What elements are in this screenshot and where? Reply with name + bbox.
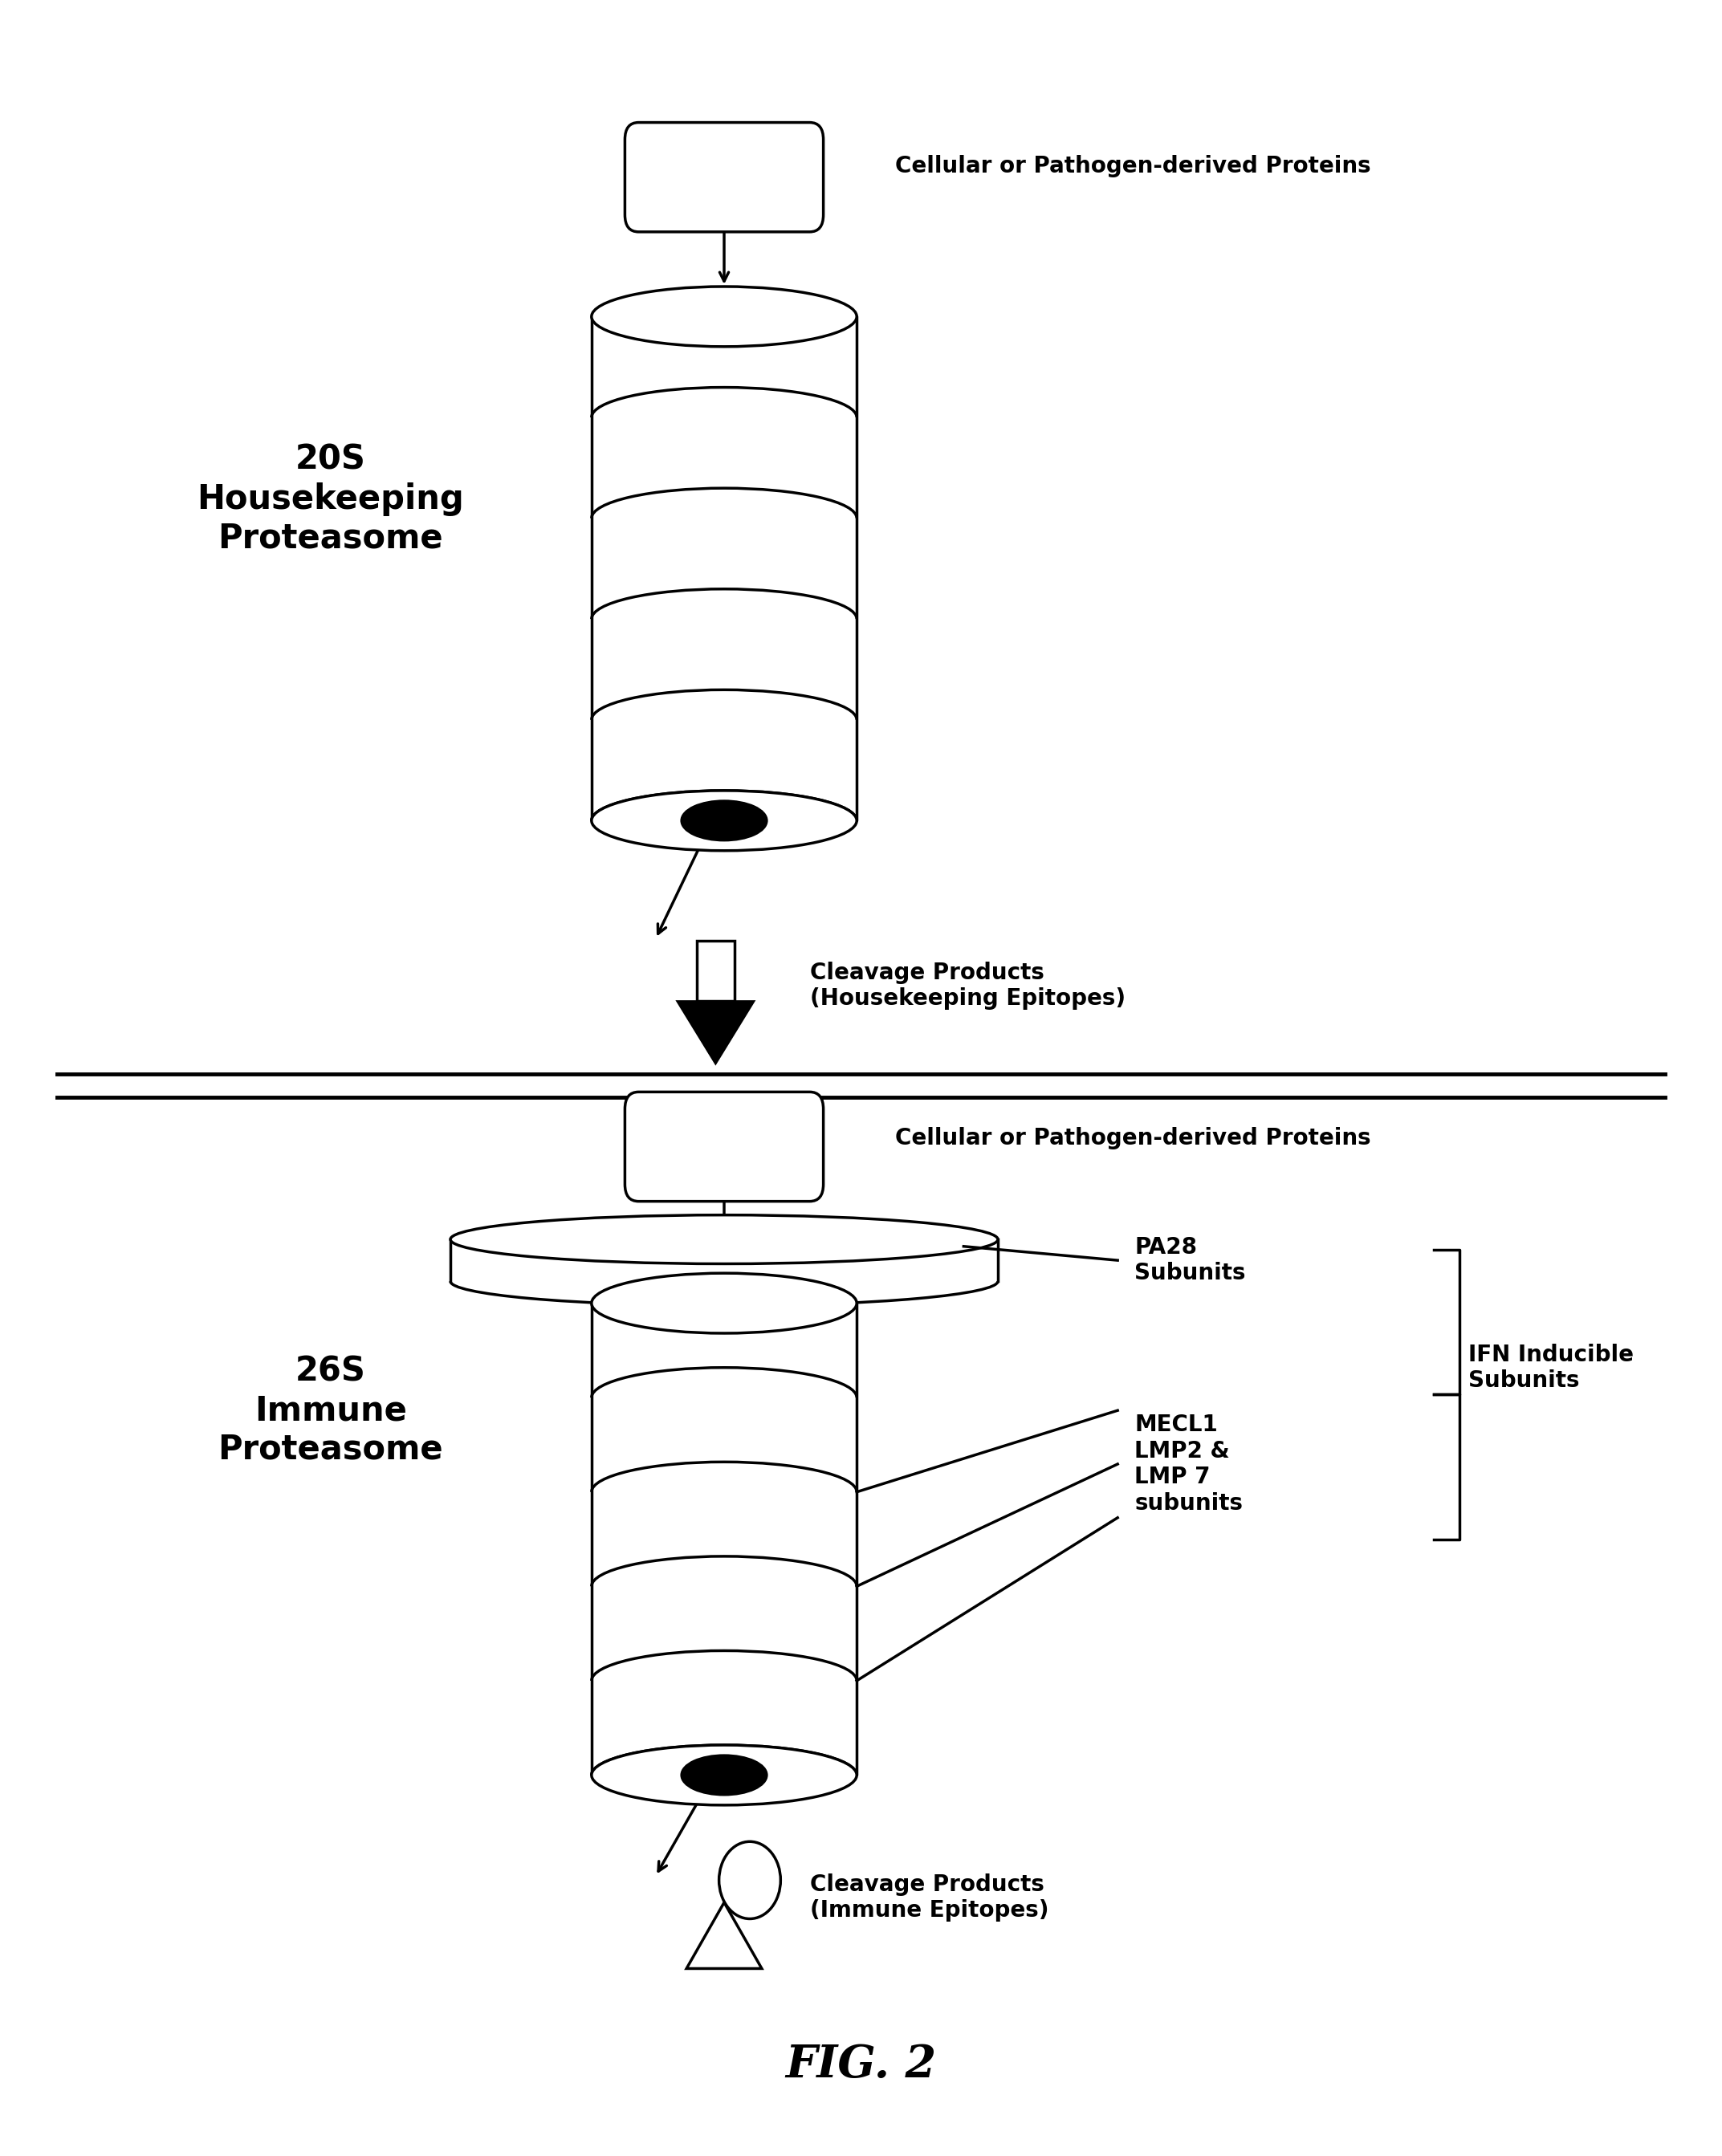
FancyBboxPatch shape — [625, 1091, 823, 1201]
FancyBboxPatch shape — [625, 123, 823, 233]
Ellipse shape — [592, 1744, 858, 1805]
Ellipse shape — [451, 1216, 997, 1263]
Ellipse shape — [592, 791, 858, 852]
Text: Cleavage Products
(Housekeeping Epitopes): Cleavage Products (Housekeeping Epitopes… — [809, 962, 1124, 1009]
Text: 26S
Immune
Proteasome: 26S Immune Proteasome — [219, 1354, 443, 1466]
Text: 20S
Housekeeping
Proteasome: 20S Housekeeping Proteasome — [196, 442, 465, 554]
Text: FIG. 2: FIG. 2 — [785, 2042, 937, 2087]
Text: Cellular or Pathogen-derived Proteins: Cellular or Pathogen-derived Proteins — [895, 155, 1371, 177]
Polygon shape — [697, 940, 734, 1000]
Polygon shape — [678, 1003, 753, 1063]
Ellipse shape — [592, 1274, 858, 1332]
Polygon shape — [687, 1902, 761, 1968]
Polygon shape — [592, 317, 858, 821]
Text: MECL1
LMP2 &
LMP 7
subunits: MECL1 LMP2 & LMP 7 subunits — [1135, 1414, 1243, 1514]
Ellipse shape — [720, 1841, 780, 1919]
Text: IFN Inducible
Subunits: IFN Inducible Subunits — [1469, 1343, 1634, 1393]
Text: Cleavage Products
(Immune Epitopes): Cleavage Products (Immune Epitopes) — [809, 1874, 1049, 1921]
Text: PA28
Subunits: PA28 Subunits — [1135, 1235, 1247, 1285]
Ellipse shape — [682, 1755, 766, 1794]
Ellipse shape — [682, 802, 766, 841]
Text: Cellular or Pathogen-derived Proteins: Cellular or Pathogen-derived Proteins — [895, 1128, 1371, 1149]
Polygon shape — [592, 1302, 858, 1774]
Ellipse shape — [592, 287, 858, 347]
